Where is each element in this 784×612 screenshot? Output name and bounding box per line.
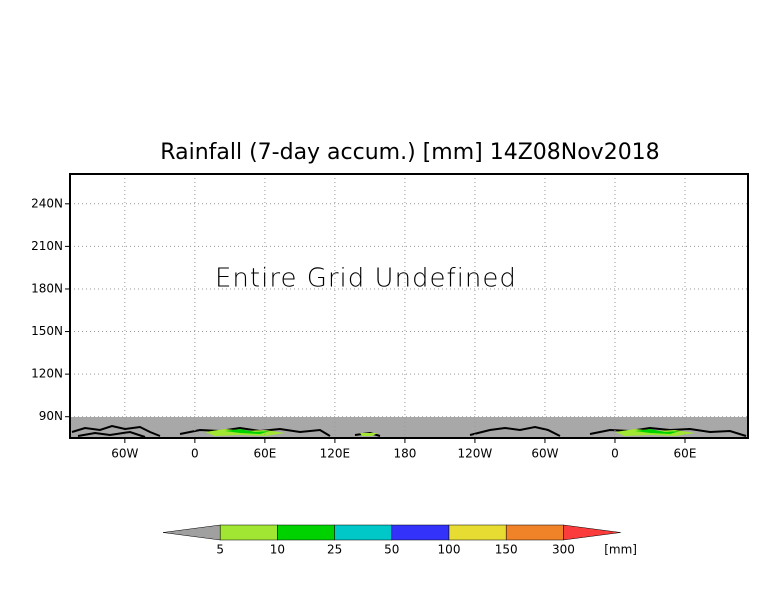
colorbar-label: 10 <box>270 543 285 557</box>
chart-title: Rainfall (7-day accum.) [mm] 14Z08Nov201… <box>160 140 659 165</box>
colorbar-label: 25 <box>327 543 342 557</box>
y-tick-label: 120N <box>31 367 63 381</box>
x-tick-label: 180 <box>393 447 416 461</box>
colorbar-label: 100 <box>438 543 461 557</box>
x-tick-label: 0 <box>191 447 199 461</box>
x-tick-label: 60E <box>253 447 276 461</box>
colorbar-label: 300 <box>552 543 575 557</box>
colorbar-box <box>334 524 393 541</box>
colorbar-label: 150 <box>495 543 518 557</box>
colorbar-box <box>505 524 564 541</box>
x-tick-label: 0 <box>611 447 619 461</box>
x-tick-label: 120E <box>320 447 351 461</box>
x-tick-label: 120W <box>458 447 493 461</box>
colorbar-box <box>448 524 507 541</box>
x-tick-label: 60W <box>111 447 138 461</box>
colorbar-triangle <box>162 524 221 541</box>
colorbar-triangle <box>563 524 621 541</box>
colorbar-box <box>277 524 335 541</box>
colorbar-box <box>391 524 450 541</box>
x-tick-label: 60W <box>531 447 558 461</box>
colorbar-label: 50 <box>384 543 399 557</box>
colorbar-label: 5 <box>216 543 224 557</box>
annotation: Entire Grid Undefined <box>215 264 517 294</box>
y-tick-label: 240N <box>31 196 63 210</box>
colorbar-unit: [mm] <box>604 543 637 557</box>
plot-frame <box>69 173 749 439</box>
y-tick-label: 210N <box>31 239 63 253</box>
x-tick-label: 60E <box>674 447 697 461</box>
y-tick-label: 180N <box>31 281 63 295</box>
colorbar-box <box>219 524 278 541</box>
y-tick-label: 90N <box>39 409 63 423</box>
y-tick-label: 150N <box>31 324 63 338</box>
